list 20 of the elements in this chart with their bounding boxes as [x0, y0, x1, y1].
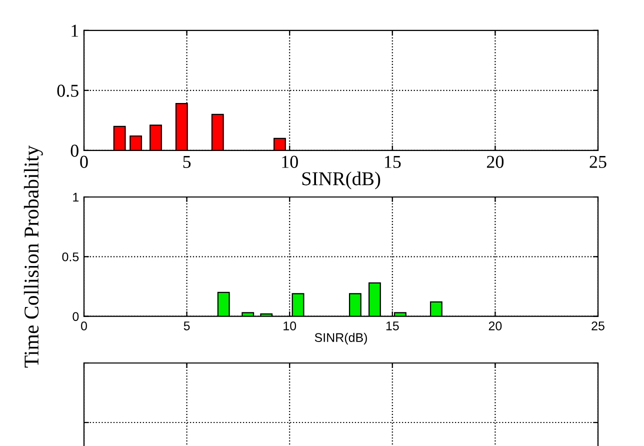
x-tick-label: 10 — [282, 156, 298, 168]
x-tick-label: 25 — [590, 156, 606, 168]
x-tick-label: 5 — [183, 156, 191, 168]
x-tick-label: 20 — [488, 321, 502, 330]
y-tick-label: 0 — [72, 312, 79, 321]
x-tick-label: 25 — [592, 321, 604, 330]
y-tick-label: 1 — [73, 192, 79, 202]
y-tick-label: 0.5 — [57, 84, 78, 97]
x-tick-label: 15 — [384, 156, 401, 168]
y-tick-label: 0 — [70, 144, 78, 157]
x-axis-title: SINR(dB) — [314, 332, 367, 344]
x-tick-label: 20 — [486, 156, 504, 168]
y-axis-title: Time Collision Probability — [24, 145, 43, 368]
y-tick-label: 0.5 — [62, 252, 79, 262]
x-tick-label: 10 — [284, 321, 296, 330]
y-tick-label: 1 — [72, 24, 78, 37]
x-axis-title: SINR(dB) — [302, 172, 380, 190]
x-tick-label: 5 — [184, 322, 190, 330]
x-tick-label: 0 — [81, 321, 87, 330]
x-tick-label: 15 — [386, 322, 399, 330]
